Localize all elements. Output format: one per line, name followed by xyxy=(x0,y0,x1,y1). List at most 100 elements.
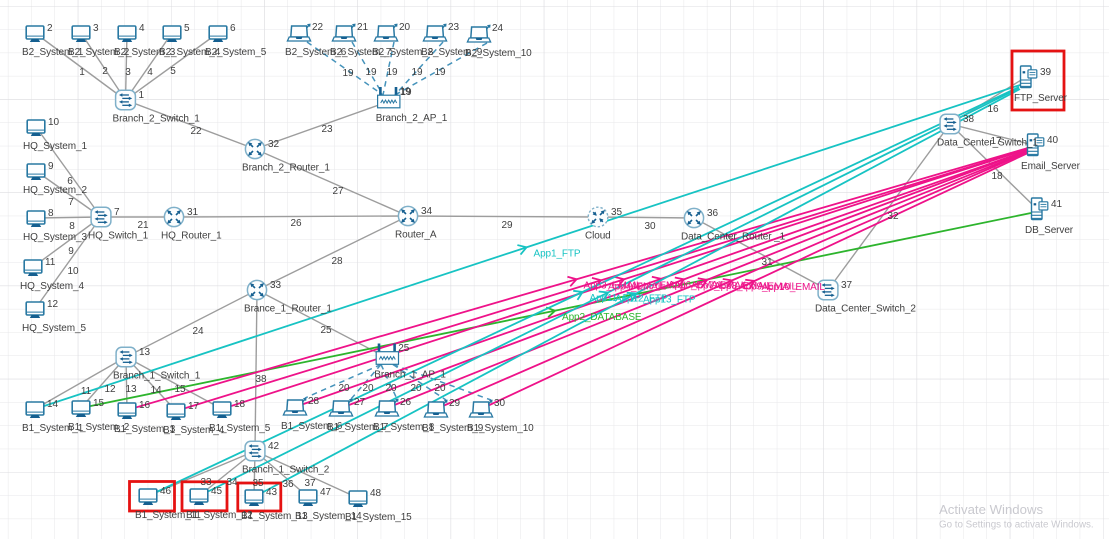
svg-text:24: 24 xyxy=(492,23,503,34)
svg-text:19: 19 xyxy=(400,87,411,98)
svg-text:HQ_System_3: HQ_System_3 xyxy=(23,232,87,243)
svg-text:48: 48 xyxy=(370,488,381,499)
svg-text:App13_FTP: App13_FTP xyxy=(643,295,696,306)
svg-text:B2_System_3: B2_System_3 xyxy=(114,47,176,58)
svg-text:Branch_2_AP_1: Branch_2_AP_1 xyxy=(376,113,448,124)
svg-text:31: 31 xyxy=(762,257,773,268)
svg-text:9: 9 xyxy=(68,246,74,257)
svg-text:22: 22 xyxy=(191,126,202,137)
svg-text:4: 4 xyxy=(139,23,145,34)
svg-text:17: 17 xyxy=(991,136,1002,147)
svg-text:B1_System_12: B1_System_12 xyxy=(186,510,253,521)
svg-text:Cloud: Cloud xyxy=(585,231,611,242)
svg-text:24: 24 xyxy=(193,326,204,337)
svg-text:46: 46 xyxy=(160,486,171,497)
svg-text:App3_EMAIL: App3_EMAIL xyxy=(584,281,642,292)
svg-text:FTP_Server: FTP_Server xyxy=(1014,93,1068,104)
svg-text:28: 28 xyxy=(308,396,319,407)
svg-text:26: 26 xyxy=(291,218,302,229)
svg-text:3: 3 xyxy=(93,23,99,34)
svg-text:35: 35 xyxy=(611,207,622,218)
svg-text:13: 13 xyxy=(126,384,137,395)
svg-text:38: 38 xyxy=(256,374,267,385)
svg-text:19: 19 xyxy=(366,67,377,78)
svg-text:B2_System_7: B2_System_7 xyxy=(330,47,392,58)
svg-text:B1_System_10: B1_System_10 xyxy=(467,423,534,434)
svg-text:7: 7 xyxy=(114,207,120,218)
svg-text:B1_System_14: B1_System_14 xyxy=(295,511,362,522)
svg-text:B1_System_6: B1_System_6 xyxy=(281,421,343,432)
svg-text:Branch_2_Router_1: Branch_2_Router_1 xyxy=(242,163,330,174)
svg-text:36: 36 xyxy=(707,208,718,219)
svg-text:1: 1 xyxy=(139,90,145,101)
svg-text:App7_EMAIL: App7_EMAIL xyxy=(691,281,749,292)
svg-text:32: 32 xyxy=(268,139,279,150)
svg-text:Data_Center_Switch_1: Data_Center_Switch_1 xyxy=(937,138,1038,149)
svg-text:32: 32 xyxy=(888,211,899,222)
svg-text:B2_System_10: B2_System_10 xyxy=(465,48,532,59)
svg-text:10: 10 xyxy=(48,117,59,128)
svg-text:20: 20 xyxy=(339,383,350,394)
svg-text:20: 20 xyxy=(386,383,397,394)
svg-text:37: 37 xyxy=(841,280,852,291)
svg-text:45: 45 xyxy=(211,486,222,497)
svg-text:7: 7 xyxy=(68,197,74,208)
svg-text:26: 26 xyxy=(400,397,411,408)
svg-text:16: 16 xyxy=(139,400,150,411)
svg-text:B2_System_5: B2_System_5 xyxy=(205,47,267,58)
svg-text:B2_System_1: B2_System_1 xyxy=(22,47,84,58)
svg-text:B1_System_15: B1_System_15 xyxy=(345,512,412,523)
svg-text:App6_EMAIL: App6_EMAIL xyxy=(668,280,726,291)
svg-text:47: 47 xyxy=(320,487,331,498)
svg-text:39: 39 xyxy=(1040,67,1051,78)
svg-text:DB_Server: DB_Server xyxy=(1025,225,1074,236)
svg-text:B1_System_2: B1_System_2 xyxy=(68,422,130,433)
svg-text:5: 5 xyxy=(170,66,176,77)
svg-text:1: 1 xyxy=(79,67,85,78)
svg-text:HQ_System_5: HQ_System_5 xyxy=(22,323,86,334)
svg-text:8: 8 xyxy=(69,221,75,232)
svg-text:34: 34 xyxy=(227,477,238,488)
svg-text:App12_FTP: App12_FTP xyxy=(615,294,668,305)
svg-text:35: 35 xyxy=(253,478,264,489)
svg-text:29: 29 xyxy=(449,398,460,409)
svg-text:22: 22 xyxy=(312,22,323,33)
svg-text:38: 38 xyxy=(963,114,974,125)
svg-text:HQ_System_4: HQ_System_4 xyxy=(20,281,84,292)
svg-text:11: 11 xyxy=(45,257,56,268)
svg-text:B1_System_8: B1_System_8 xyxy=(373,422,435,433)
svg-text:41: 41 xyxy=(1051,199,1062,210)
svg-text:Data_Center_Switch_2: Data_Center_Switch_2 xyxy=(815,304,916,315)
svg-text:18: 18 xyxy=(992,171,1003,182)
svg-text:19: 19 xyxy=(343,68,354,79)
svg-text:27: 27 xyxy=(333,186,344,197)
svg-text:28: 28 xyxy=(332,256,343,267)
svg-text:B1_System_13: B1_System_13 xyxy=(241,511,308,522)
svg-text:3: 3 xyxy=(125,67,131,78)
svg-text:Branch_1_AP_1: Branch_1_AP_1 xyxy=(374,370,446,381)
svg-text:B1_System_11: B1_System_11 xyxy=(135,510,201,521)
svg-text:App2_DATABASE: App2_DATABASE xyxy=(562,312,642,323)
svg-text:14: 14 xyxy=(151,385,162,396)
svg-text:Branch_1_Switch_2: Branch_1_Switch_2 xyxy=(242,465,330,476)
svg-text:App1_FTP: App1_FTP xyxy=(534,249,581,260)
svg-text:20: 20 xyxy=(399,22,410,33)
svg-text:HQ_System_2: HQ_System_2 xyxy=(23,185,87,196)
svg-text:4: 4 xyxy=(147,67,153,78)
svg-text:29: 29 xyxy=(502,220,513,231)
svg-text:25: 25 xyxy=(321,325,332,336)
svg-text:43: 43 xyxy=(266,487,277,498)
svg-text:App8_EMAIL: App8_EMAIL xyxy=(714,281,772,292)
svg-text:19: 19 xyxy=(435,67,446,78)
svg-text:18: 18 xyxy=(234,399,245,410)
svg-text:23: 23 xyxy=(448,22,459,33)
svg-text:Email_Server: Email_Server xyxy=(1021,161,1081,172)
svg-text:11: 11 xyxy=(81,386,92,397)
svg-text:23: 23 xyxy=(322,124,333,135)
svg-text:14: 14 xyxy=(47,399,58,410)
svg-text:12: 12 xyxy=(105,384,116,395)
svg-text:17: 17 xyxy=(188,401,199,412)
svg-text:B1_System_3: B1_System_3 xyxy=(114,424,176,435)
svg-text:9: 9 xyxy=(48,161,54,172)
svg-text:B2_System_2: B2_System_2 xyxy=(68,47,130,58)
